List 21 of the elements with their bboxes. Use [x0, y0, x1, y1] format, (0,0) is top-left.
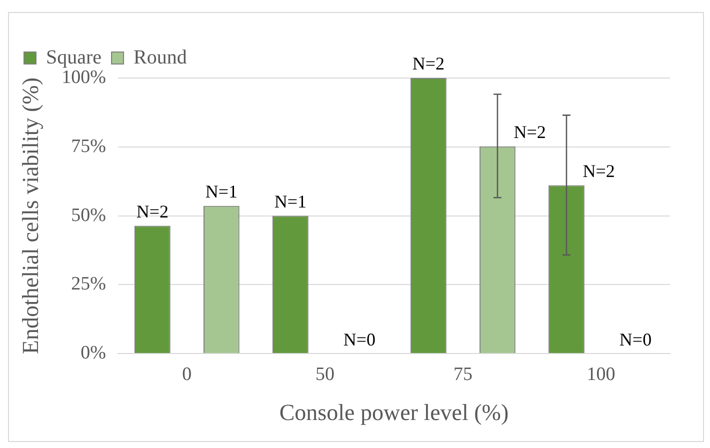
x-axis-title: Console power level (%)	[279, 400, 509, 426]
x-tick-label: 50	[315, 364, 334, 385]
text: N=2	[412, 54, 445, 74]
legend-label: Square	[46, 46, 102, 68]
annotation: N=1	[274, 192, 307, 212]
x-tick-label: 75	[453, 364, 472, 385]
y-tick-label: 50%	[71, 204, 106, 226]
annotation: N=0	[343, 329, 376, 350]
annotation: N=1	[205, 182, 238, 202]
annotation: N=2	[136, 201, 169, 222]
y-tick-label: 100%	[62, 66, 106, 88]
annotation: N=2	[582, 160, 615, 181]
x-tick-label: 100	[586, 364, 616, 385]
annotation: N=2	[514, 122, 546, 142]
y-tick-label: 25%	[71, 274, 106, 295]
annotation: N=0	[619, 329, 652, 350]
y-tick-label: 75%	[71, 136, 106, 157]
y-tick-label: 0%	[80, 342, 106, 364]
legend-label: Round	[134, 46, 187, 68]
y-axis-title: Endothelial cells viability (%)	[18, 78, 43, 354]
x-tick-label: 0	[182, 364, 192, 385]
